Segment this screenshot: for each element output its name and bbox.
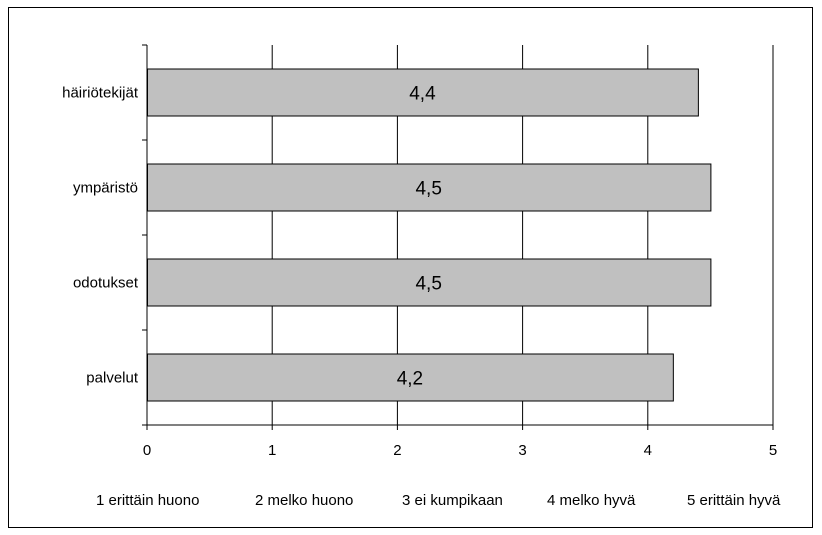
data-label-4: 4,2 [397, 369, 423, 390]
x-tick-label-4: 4 [644, 442, 652, 459]
scale-legend-item-4: 4 melko hyvä [547, 492, 636, 509]
data-label-2: 4,5 [415, 179, 441, 200]
category-label-4: palvelut [86, 370, 139, 387]
x-tick-label-1: 1 [268, 442, 276, 459]
data-label-3: 4,5 [415, 274, 441, 295]
category-label-2: ympäristö [73, 180, 138, 197]
data-label-1: 4,4 [409, 84, 436, 105]
x-tick-label-5: 5 [769, 442, 777, 459]
bar-layer [147, 68, 712, 402]
bar-4 [147, 353, 674, 402]
category-label-1: häiriötekijät [62, 85, 139, 102]
scale-legend-item-2: 2 melko huono [255, 492, 354, 509]
scale-legend-item-3: 3 ei kumpikaan [402, 492, 503, 509]
scale-legend-item-5: 5 erittäin hyvä [687, 492, 781, 509]
x-tick-label-2: 2 [393, 442, 401, 459]
bar-3 [147, 258, 712, 307]
x-tick-label-0: 0 [143, 442, 151, 459]
label-layer: häiriötekijät 4,4 ympäristö 4,5 odotukset 4,5… [62, 84, 442, 390]
x-tick-label-3: 3 [518, 442, 526, 459]
category-label-3: odotukset [73, 275, 139, 292]
bar-2 [147, 163, 712, 212]
scale-legend: 1 erittäin huono 2 melko huono 3 ei kump… [0, 492, 822, 516]
scale-legend-item-1: 1 erittäin huono [96, 492, 200, 509]
axis-layer: 0 1 2 3 4 5 [142, 44, 777, 459]
